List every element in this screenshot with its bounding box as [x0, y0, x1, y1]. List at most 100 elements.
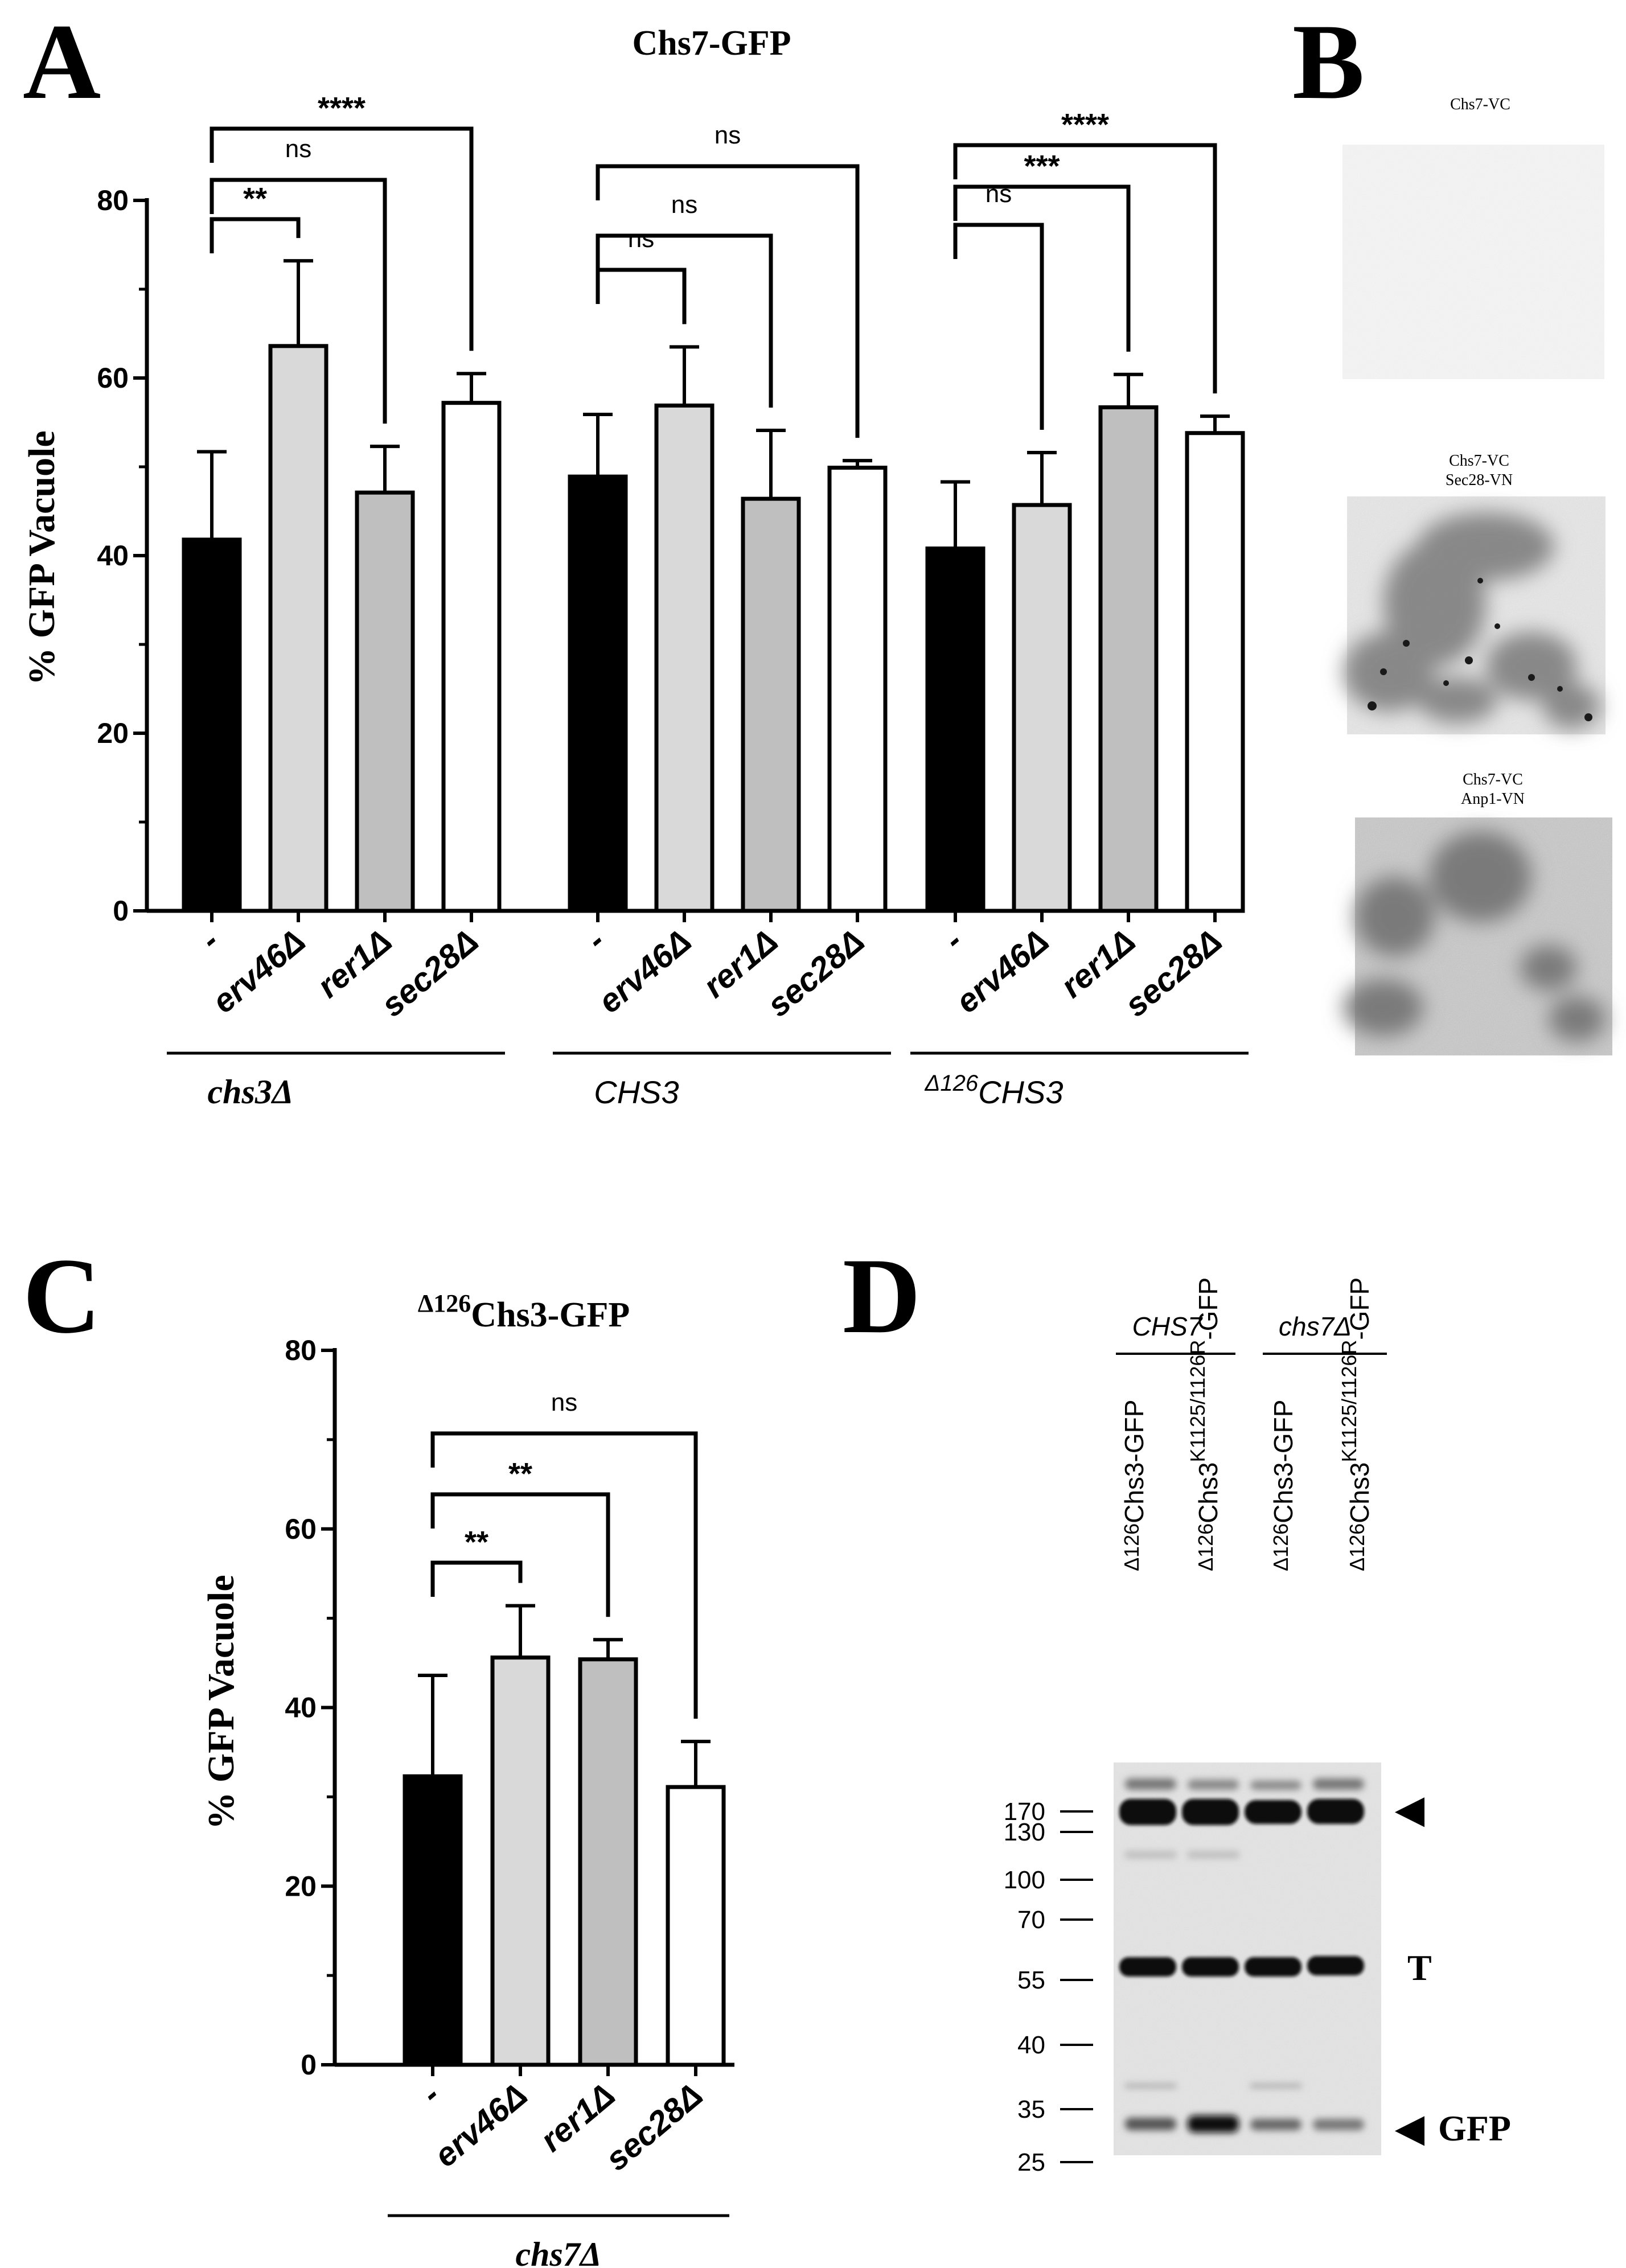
image-chs7-vc-anp1-vn	[1344, 817, 1612, 1055]
significance-bracket	[430, 1431, 698, 1719]
blot-lane-4-label: Δ126Chs3K1125/1126R-GFP	[1337, 1277, 1374, 1571]
category-label: sec28Δ	[598, 2076, 709, 2178]
chart-c-y-axis-label: % GFP Vacuole	[200, 1575, 242, 1829]
y-tick-label: 60	[285, 1513, 317, 1545]
bar-erv46Δ	[268, 344, 329, 913]
bar-erv46Δ	[490, 1655, 551, 2067]
category-label: -	[580, 922, 612, 958]
image-chs7-vc-sec28-vn	[1344, 496, 1606, 734]
y-tick-label: 40	[97, 540, 129, 572]
significance-label: ****	[1061, 108, 1109, 142]
blot-lane-1-label: Δ126Chs3-GFP	[1119, 1400, 1149, 1571]
bar-sec28Δ	[666, 1785, 726, 2067]
mw-marker-label: 70	[1017, 1906, 1045, 1934]
chart-c-title: Δ126Chs3-GFP	[418, 1289, 630, 1334]
category-label: erv46Δ	[206, 922, 313, 1020]
band-label-t: T	[1407, 1947, 1432, 1988]
image-3-label-line2: Anp1-VN	[1461, 790, 1525, 808]
y-tick-label: 20	[285, 1870, 317, 1902]
band-arrow-gfp: ◀	[1394, 2108, 1425, 2148]
mw-marker-label: 130	[1004, 1818, 1045, 1846]
bar-rer1Δ	[355, 490, 415, 913]
category-label: sec28Δ	[374, 922, 485, 1024]
category-label: sec28Δ	[760, 922, 871, 1024]
bar--	[182, 537, 242, 913]
y-tick-label: 60	[97, 362, 129, 394]
bar--	[403, 1774, 463, 2067]
significance-bracket	[596, 268, 687, 324]
group-label: Δ126CHS3	[925, 1071, 1064, 1110]
bar-sec28Δ	[1185, 431, 1245, 913]
significance-bracket	[430, 1492, 610, 1617]
significance-label: ns	[671, 191, 697, 219]
category-label: -	[414, 2076, 447, 2111]
group-label: CHS3	[594, 1074, 679, 1110]
blot-group-chs7: CHS7	[1132, 1312, 1203, 1341]
category-label: erv46Δ	[592, 922, 699, 1020]
category-label: -	[194, 922, 226, 958]
mw-marker-label: 40	[1017, 2031, 1045, 2059]
bar-sec28Δ	[827, 466, 888, 913]
mw-marker-label: 170	[1004, 1798, 1045, 1826]
chart-a-title: Chs7-GFP	[633, 24, 791, 63]
y-tick-label: 40	[285, 1692, 317, 1724]
mw-marker-label: 35	[1017, 2096, 1045, 2123]
significance-label: ****	[318, 91, 366, 125]
significance-bracket	[596, 164, 860, 438]
significance-label: ns	[628, 225, 654, 253]
significance-bracket	[210, 178, 387, 424]
category-label: erv46Δ	[949, 922, 1056, 1020]
bar--	[568, 474, 628, 913]
image-2-label-line1: Chs7-VC	[1449, 452, 1509, 470]
bar-sec28Δ	[441, 401, 502, 913]
bar-rer1Δ	[578, 1657, 638, 2067]
bar-rer1Δ	[1098, 405, 1159, 913]
mw-marker-label: 55	[1017, 1966, 1045, 1994]
chart-a-y-axis-label: % GFP Vacuole	[21, 430, 63, 685]
category-label: erv46Δ	[428, 2076, 535, 2174]
significance-label: ns	[285, 135, 311, 163]
bar-rer1Δ	[741, 496, 801, 913]
group-label: chs3Δ	[208, 1073, 294, 1111]
panel-letter-b: B	[1292, 2, 1365, 122]
y-tick-label: 80	[97, 184, 129, 216]
category-label: -	[937, 922, 970, 958]
bar--	[925, 547, 986, 913]
group-label: chs7Δ	[516, 2236, 602, 2268]
significance-label: **	[243, 182, 267, 216]
panel-d-blot: CHS7 chs7Δ Δ126Chs3-GFP Δ126Chs3K1125/11…	[1004, 1277, 1511, 2176]
significance-label: ***	[1024, 149, 1060, 183]
y-tick-label: 20	[97, 717, 129, 749]
significance-bracket	[210, 217, 301, 253]
category-label: sec28Δ	[1118, 922, 1229, 1024]
significance-bracket	[953, 223, 1044, 430]
band-label-gfp: GFP	[1438, 2108, 1511, 2148]
panel-letter-a: A	[23, 2, 101, 122]
blot-lane-2-label: Δ126Chs3K1125/1126R-GFP	[1186, 1277, 1223, 1571]
mw-marker-label: 25	[1017, 2148, 1045, 2176]
image-1-label: Chs7-VC	[1450, 96, 1510, 113]
significance-label: ns	[551, 1388, 577, 1416]
y-tick-label: 0	[113, 895, 129, 927]
image-2-label-line2: Sec28-VN	[1446, 471, 1513, 489]
significance-bracket	[953, 143, 1217, 394]
significance-label: **	[465, 1525, 488, 1559]
significance-bracket	[953, 184, 1131, 352]
image-3-label-line1: Chs7-VC	[1463, 771, 1523, 788]
bar-erv46Δ	[1012, 503, 1072, 913]
panel-letter-c: C	[23, 1236, 101, 1356]
significance-label: **	[508, 1457, 532, 1491]
significance-bracket	[596, 233, 773, 408]
panel-letter-d: D	[843, 1236, 921, 1356]
bar-erv46Δ	[654, 403, 715, 913]
blot-lane-3-label: Δ126Chs3-GFP	[1268, 1400, 1298, 1571]
image-chs7-vc	[1342, 145, 1604, 379]
significance-bracket	[430, 1560, 523, 1597]
mw-marker-label: 100	[1004, 1866, 1045, 1894]
chart-a-plot: 020406080-erv46Δrer1Δsec28Δchs3Δ**ns****…	[97, 91, 1249, 1111]
y-tick-label: 0	[301, 2049, 317, 2081]
significance-bracket	[210, 126, 474, 351]
